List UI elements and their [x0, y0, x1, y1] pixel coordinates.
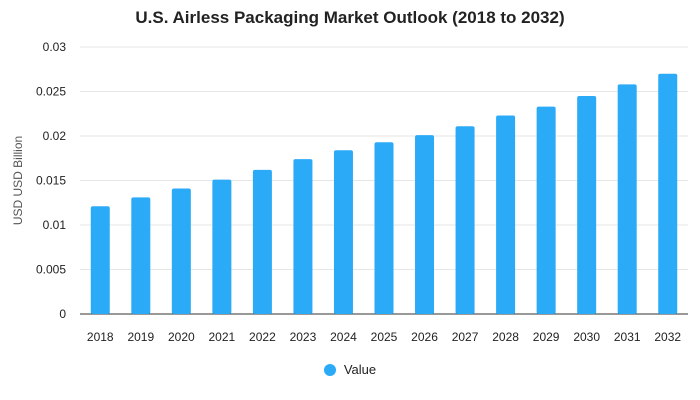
y-tick-label: 0.02 — [43, 129, 67, 143]
x-tick-label: 2029 — [533, 330, 560, 344]
bar-2019 — [131, 197, 151, 314]
bar-2020 — [171, 188, 191, 314]
bar-2029 — [536, 106, 556, 314]
bar-2030 — [577, 95, 597, 314]
bar-2026 — [415, 135, 435, 314]
bar-2022 — [252, 169, 272, 314]
y-tick-label: 0.015 — [36, 174, 66, 188]
x-tick-label: 2023 — [290, 330, 317, 344]
x-tick-label: 2030 — [573, 330, 600, 344]
x-tick-label: 2020 — [168, 330, 195, 344]
legend[interactable]: Value — [0, 362, 700, 377]
y-tick-label: 0.025 — [36, 85, 66, 99]
y-axis-title: USD USD Billion — [11, 136, 25, 225]
x-tick-label: 2022 — [249, 330, 276, 344]
bar-2023 — [293, 159, 313, 314]
bar-2032 — [658, 73, 678, 314]
bar-2031 — [617, 84, 637, 314]
x-tick-label: 2032 — [654, 330, 681, 344]
bar-2028 — [496, 115, 516, 314]
y-tick-label: 0.03 — [43, 40, 67, 54]
bar-2025 — [374, 142, 394, 314]
x-tick-label: 2026 — [411, 330, 438, 344]
bar-2024 — [333, 150, 353, 314]
legend-swatch-value — [323, 363, 336, 376]
x-tick-label: 2021 — [209, 330, 236, 344]
x-tick-label: 2027 — [452, 330, 479, 344]
x-tick-label: 2018 — [87, 330, 114, 344]
bar-2021 — [212, 179, 232, 314]
y-tick-label: 0.005 — [36, 263, 66, 277]
bar-2018 — [90, 206, 110, 314]
y-tick-label: 0.01 — [43, 218, 67, 232]
bar-2027 — [455, 126, 475, 315]
x-tick-label: 2031 — [614, 330, 641, 344]
x-tick-label: 2019 — [127, 330, 154, 344]
x-tick-label: 2024 — [330, 330, 357, 344]
legend-label-value: Value — [343, 362, 377, 377]
chart-title: U.S. Airless Packaging Market Outlook (2… — [135, 8, 565, 27]
x-tick-label: 2028 — [492, 330, 519, 344]
x-tick-label: 2025 — [371, 330, 398, 344]
y-tick-label: 0 — [59, 307, 66, 321]
